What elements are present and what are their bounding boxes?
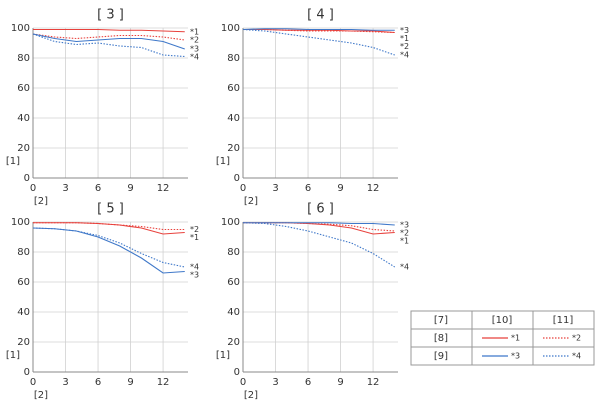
x-tick-label: 6 <box>95 183 101 194</box>
x-tick-label: 3 <box>272 183 278 194</box>
y-tick-label: 40 <box>17 307 30 318</box>
series-end-label: *4 <box>400 263 409 272</box>
y-axis-label: [1] <box>216 350 230 361</box>
table-header: [10] <box>492 315 513 326</box>
series-end-label: *4 <box>190 263 199 272</box>
data-line <box>32 227 185 274</box>
legend-label: *1 <box>511 334 520 343</box>
y-tick-label: 0 <box>234 173 240 184</box>
y-axis-label: [1] <box>6 350 20 361</box>
series-end-label: *1 <box>190 27 199 36</box>
data-line <box>242 222 396 268</box>
y-tick-label: 80 <box>17 53 30 64</box>
data-line <box>243 28 395 34</box>
series-end-label: *1 <box>400 237 409 246</box>
series-end-label: *3 <box>400 26 409 35</box>
series-end-label: *3 <box>190 271 199 280</box>
table-row-label: [9] <box>434 351 448 362</box>
y-tick-label: 40 <box>227 113 240 124</box>
x-tick-label: 6 <box>305 377 311 388</box>
y-tick-label: 60 <box>227 277 240 288</box>
y-tick-label: 60 <box>227 83 240 94</box>
table-row-label: [8] <box>434 333 448 344</box>
y-tick-label: 100 <box>11 23 30 34</box>
x-axis-label: [2] <box>34 390 48 400</box>
x-tick-label: 3 <box>272 377 278 388</box>
data-line <box>33 28 185 33</box>
chart-title: [ 5 ] <box>97 202 124 217</box>
series-end-label: *2 <box>400 42 409 51</box>
y-tick-label: 20 <box>17 337 30 348</box>
x-tick-label: 9 <box>337 183 343 194</box>
data-line <box>243 222 395 226</box>
x-tick-label: 0 <box>30 183 36 194</box>
x-tick-label: 6 <box>305 183 311 194</box>
series-end-label: *2 <box>400 229 409 238</box>
y-tick-label: 100 <box>11 217 30 228</box>
x-tick-label: 9 <box>337 377 343 388</box>
series-end-label: *4 <box>190 53 199 62</box>
y-tick-label: 0 <box>24 173 30 184</box>
x-tick-label: 12 <box>157 377 170 388</box>
y-tick-label: 80 <box>227 53 240 64</box>
series-end-label: *1 <box>400 34 409 43</box>
x-tick-label: 6 <box>95 377 101 388</box>
data-line <box>32 33 185 41</box>
x-axis-label: [2] <box>244 390 258 400</box>
legend-label: *3 <box>511 352 520 361</box>
table-header: [7] <box>434 315 448 326</box>
series-end-label: *2 <box>190 36 199 45</box>
y-tick-label: 100 <box>221 217 240 228</box>
data-line <box>32 33 185 50</box>
data-line <box>32 227 185 268</box>
series-end-label: *4 <box>400 51 409 60</box>
x-tick-label: 9 <box>127 377 133 388</box>
data-line <box>33 222 185 231</box>
x-tick-label: 12 <box>367 377 380 388</box>
y-tick-label: 0 <box>234 367 240 378</box>
series-end-label: *3 <box>190 45 199 54</box>
series-end-label: *3 <box>400 221 409 230</box>
data-line <box>242 28 395 56</box>
legend-label: *4 <box>572 352 581 361</box>
y-tick-label: 60 <box>17 83 30 94</box>
x-tick-label: 12 <box>157 183 170 194</box>
data-line <box>243 222 395 235</box>
chart-title: [ 4 ] <box>307 8 334 23</box>
table-header: [11] <box>553 315 574 326</box>
data-line <box>32 33 185 58</box>
x-tick-label: 0 <box>240 183 246 194</box>
y-tick-label: 0 <box>24 367 30 378</box>
x-axis-label: [2] <box>34 196 48 207</box>
y-tick-label: 20 <box>227 143 240 154</box>
x-tick-label: 3 <box>62 377 68 388</box>
y-tick-label: 100 <box>221 23 240 34</box>
x-tick-label: 9 <box>127 183 133 194</box>
series-end-label: *2 <box>190 225 199 234</box>
y-axis-label: [1] <box>6 156 20 167</box>
x-axis-label: [2] <box>244 196 258 207</box>
y-tick-label: 20 <box>17 143 30 154</box>
series-end-label: *1 <box>190 233 199 242</box>
data-line <box>242 28 395 31</box>
legend-label: *2 <box>572 334 581 343</box>
chart-title: [ 3 ] <box>97 8 124 23</box>
y-tick-label: 40 <box>227 307 240 318</box>
y-axis-label: [1] <box>216 156 230 167</box>
chart-title: [ 6 ] <box>307 202 334 217</box>
x-tick-label: 0 <box>30 377 36 388</box>
x-tick-label: 12 <box>367 183 380 194</box>
x-tick-label: 0 <box>240 377 246 388</box>
y-tick-label: 40 <box>17 113 30 124</box>
y-tick-label: 60 <box>17 277 30 288</box>
y-tick-label: 80 <box>227 247 240 258</box>
y-tick-label: 80 <box>17 247 30 258</box>
y-tick-label: 20 <box>227 337 240 348</box>
x-tick-label: 3 <box>62 183 68 194</box>
